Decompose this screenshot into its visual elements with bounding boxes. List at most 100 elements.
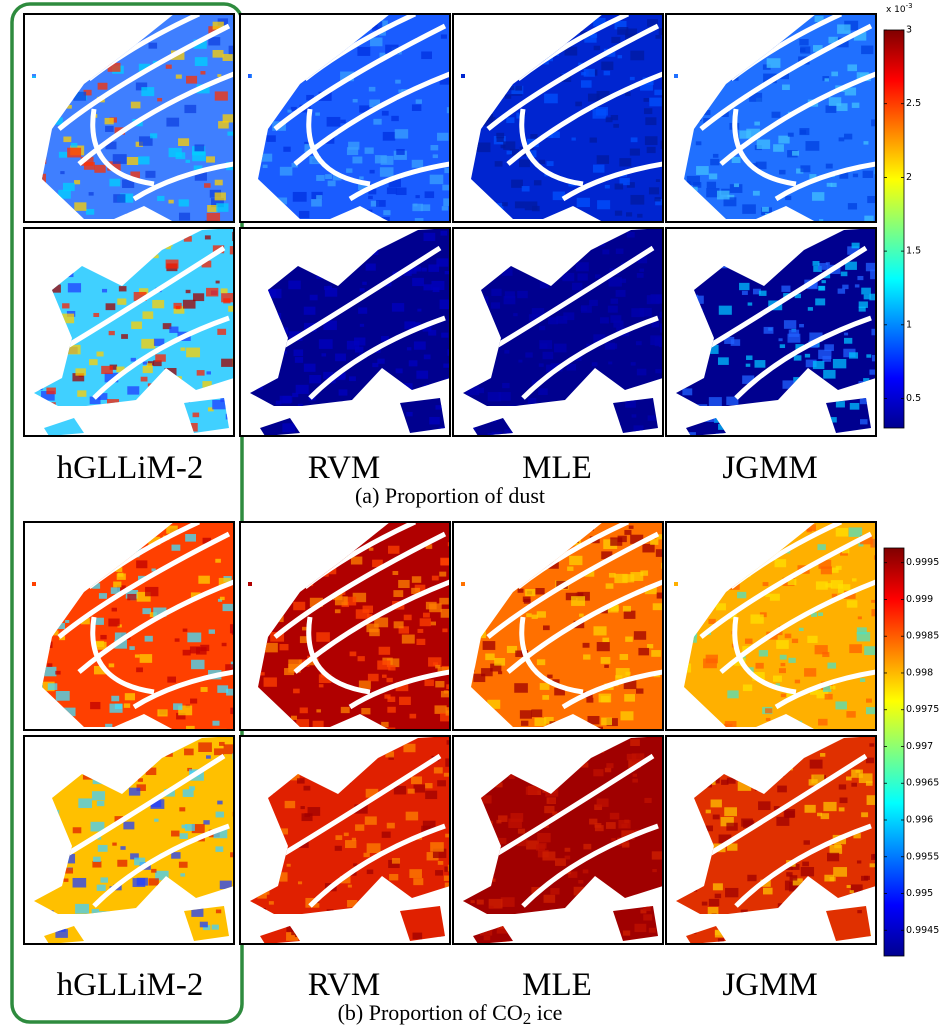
map-texture (439, 597, 449, 605)
map-texture (296, 778, 305, 784)
colorbar-tick-label: 0.9965 (906, 778, 939, 789)
map-texture (521, 186, 530, 192)
map-texture (275, 400, 282, 405)
map-texture (535, 588, 545, 595)
map-texture (785, 864, 793, 871)
map-texture (214, 192, 226, 201)
map-texture (608, 361, 613, 365)
map-texture (135, 82, 148, 91)
map-texture (857, 275, 864, 281)
map-texture (212, 399, 226, 410)
map-texture (548, 317, 559, 325)
map-texture (136, 560, 148, 569)
map-texture (63, 707, 76, 717)
map-texture (636, 368, 647, 376)
map-texture (498, 671, 503, 675)
map-texture (594, 825, 604, 832)
map-texture (388, 665, 396, 671)
map-texture (173, 703, 183, 710)
map-texture (154, 818, 159, 822)
map-texture (66, 104, 72, 109)
map-texture (552, 811, 558, 816)
map-texture (298, 210, 310, 219)
panel-frame (239, 521, 451, 731)
map-texture (800, 867, 815, 877)
map-texture (347, 884, 352, 888)
map-texture (780, 662, 786, 667)
exponent-power: -3 (906, 2, 913, 10)
map-texture (816, 690, 829, 699)
map-texture (196, 647, 207, 655)
map-texture (378, 30, 386, 36)
map-texture (193, 165, 203, 172)
map-texture (368, 86, 376, 92)
map-texture (871, 609, 876, 617)
map-texture (822, 686, 832, 692)
map-texture (589, 299, 598, 306)
map-texture (73, 91, 87, 101)
map-gap (521, 823, 659, 908)
map-texture (385, 44, 399, 55)
map-texture (506, 117, 515, 124)
map-texture (306, 94, 314, 101)
panel-frame (665, 227, 877, 437)
map-texture (431, 575, 439, 581)
map-texture (501, 202, 508, 207)
map-texture (367, 613, 373, 618)
map-texture (428, 329, 437, 336)
map-texture (705, 809, 711, 814)
map-texture (778, 135, 790, 144)
map-texture (220, 288, 228, 294)
map-texture (725, 887, 739, 898)
map-texture (830, 685, 836, 690)
map-texture (368, 195, 373, 200)
map-texture (818, 718, 828, 726)
map-texture (292, 392, 299, 398)
map-texture (376, 200, 386, 207)
map-texture (830, 580, 844, 589)
map-texture (142, 311, 154, 319)
map-texture (173, 302, 182, 309)
map-texture (354, 804, 368, 814)
map-texture (422, 612, 430, 618)
map-texture (72, 877, 87, 888)
map-texture (804, 353, 811, 358)
map-texture (55, 690, 70, 701)
map-texture (362, 281, 367, 285)
map-texture (634, 923, 647, 933)
map-texture (202, 381, 212, 388)
map-texture (55, 929, 68, 938)
map-texture (309, 294, 318, 301)
map-texture (93, 665, 106, 675)
map-texture (111, 607, 117, 612)
map-panel (23, 13, 235, 223)
map-texture (139, 288, 149, 295)
map-texture (871, 599, 876, 603)
map-texture (623, 680, 637, 690)
map-texture (823, 801, 837, 812)
map-texture (141, 87, 155, 97)
map-texture (515, 650, 525, 657)
map-texture (503, 141, 516, 150)
map-texture (175, 74, 182, 79)
map-texture (442, 184, 450, 191)
map-texture (538, 388, 548, 395)
colorbar-tick-label: 3 (906, 25, 912, 36)
map-texture (58, 635, 66, 641)
map-texture (490, 663, 502, 672)
map-texture (778, 338, 783, 342)
map-texture (166, 117, 180, 127)
map-gap (62, 245, 226, 351)
map-texture (145, 170, 156, 178)
map-gap (92, 823, 230, 908)
map-texture (374, 155, 387, 164)
map-texture (377, 358, 385, 364)
map-texture (74, 202, 87, 211)
map-texture (387, 706, 396, 713)
map-texture (656, 534, 663, 540)
map-texture (142, 361, 148, 365)
map-texture (842, 548, 850, 554)
map-texture (284, 800, 296, 809)
map-texture (543, 625, 550, 631)
map-texture (412, 203, 423, 212)
